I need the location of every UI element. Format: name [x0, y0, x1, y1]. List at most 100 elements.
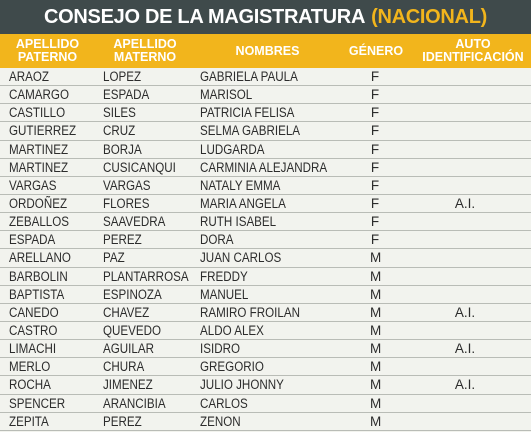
cell-apellido-paterno: CANEDO — [9, 304, 59, 320]
cell-apellido-materno: LOPEZ — [103, 69, 142, 84]
cell-apellido-paterno: ZEPITA — [9, 413, 49, 429]
cell-nombres: MARISOL — [200, 87, 253, 103]
cell-nombres: JUAN CARLOS — [200, 250, 282, 266]
cell-genero: F — [370, 141, 380, 157]
cell-apellido-paterno: VARGAS — [9, 177, 57, 193]
cell-genero: F — [370, 123, 380, 139]
cell-nombres: CARLOS — [200, 395, 248, 411]
cell-apellido-materno: QUEVEDO — [103, 322, 162, 338]
cell-apellido-materno: CRUZ — [103, 123, 136, 139]
cell-nombres: ALDO ALEX — [200, 322, 264, 338]
cell-apellido-materno: CHURA — [103, 359, 145, 375]
cell-apellido-materno: ESPINOZA — [103, 286, 162, 302]
cell-apellido-materno: PAZ — [103, 250, 125, 266]
cell-apellido-paterno: CAMARGO — [9, 87, 69, 103]
table-row: CANEDO CHAVEZ RAMIRO FROILAN M A.I. — [0, 304, 531, 322]
cell-genero: M — [370, 341, 382, 357]
cell-genero: F — [370, 195, 380, 211]
cell-nombres: MANUEL — [200, 286, 249, 302]
table-row: ZEBALLOS SAAVEDRA RUTH ISABEL F — [0, 213, 531, 232]
table-body: ARAOZ LOPEZ GABRIELA PAULA F CAMARGO ESPADA MA… — [0, 68, 531, 431]
cell-apellido-paterno: ARAOZ — [9, 69, 50, 84]
cell-genero: F — [370, 232, 380, 248]
cell-nombres: ZENON — [200, 413, 241, 429]
cell-apellido-materno: PLANTARROSA — [103, 268, 189, 284]
table-row: MARTINEZ CUSICANQUI CARMINIA ALEJANDRA F — [0, 159, 531, 177]
table-row: BAPTISTA ESPINOZA MANUEL M — [0, 286, 531, 304]
cell-apellido-paterno: BARBOLIN — [9, 268, 68, 284]
cell-apellido-paterno: ZEBALLOS — [9, 214, 70, 230]
cell-apellido-paterno: GUTIERREZ — [9, 123, 77, 139]
cell-apellido-materno: CHAVEZ — [103, 304, 150, 320]
table-row: VARGAS VARGAS NATALY EMMA F — [0, 177, 531, 195]
cell-auto-identificacion: A.I. — [454, 304, 476, 320]
cell-genero: F — [370, 177, 380, 193]
cell-apellido-materno: ARANCIBIA — [103, 395, 166, 411]
cell-apellido-paterno: SPENCER — [9, 395, 66, 411]
cell-apellido-paterno: ARELLANO — [9, 250, 71, 266]
table-row: ESPADA PEREZ DORA F — [0, 231, 531, 250]
cell-auto-identificacion: A.I. — [454, 377, 476, 393]
cell-apellido-paterno: MERLO — [9, 359, 51, 375]
cell-nombres: SELMA GABRIELA — [200, 123, 301, 139]
cell-apellido-materno: SILES — [103, 105, 136, 121]
cell-nombres: ISIDRO — [200, 341, 241, 357]
cell-apellido-materno: PEREZ — [103, 413, 142, 429]
table-row: CASTILLO SILES PATRICIA FELISA F — [0, 104, 531, 123]
title-accent: (NACIONAL) — [371, 5, 487, 28]
header-apellido-paterno: APELLIDO PATERNO — [15, 37, 80, 64]
table-row: SPENCER ARANCIBIA CARLOS M — [0, 395, 531, 413]
cell-apellido-paterno: MARTINEZ — [9, 141, 69, 157]
table-row: LIMACHI AGUILAR ISIDRO M A.I. — [0, 340, 531, 359]
cell-nombres: NATALY EMMA — [200, 177, 281, 193]
cell-apellido-materno: PEREZ — [103, 232, 142, 248]
cell-nombres: RUTH ISABEL — [200, 214, 277, 230]
table-row: ORDOÑEZ FLORES MARIA ANGELA F A.I. — [0, 195, 531, 214]
cell-apellido-paterno: MARTINEZ — [9, 159, 69, 175]
cell-nombres: MARIA ANGELA — [200, 195, 286, 211]
cell-apellido-materno: VARGAS — [103, 177, 151, 193]
cell-apellido-materno: JIMENEZ — [103, 377, 153, 393]
cell-apellido-materno: CUSICANQUI — [103, 159, 176, 175]
table-row: MERLO CHURA GREGORIO M — [0, 358, 531, 377]
cell-genero: M — [370, 395, 382, 411]
cell-nombres: DORA — [200, 232, 234, 248]
cell-nombres: PATRICIA FELISA — [200, 105, 295, 121]
cell-apellido-paterno: LIMACHI — [9, 341, 57, 357]
cell-apellido-paterno: ORDOÑEZ — [9, 195, 68, 211]
table-row: ARAOZ LOPEZ GABRIELA PAULA F — [0, 68, 531, 87]
cell-nombres: GREGORIO — [200, 359, 264, 375]
table-row: ARELLANO PAZ JUAN CARLOS M — [0, 249, 531, 268]
cell-auto-identificacion: A.I. — [454, 195, 476, 211]
header-auto-identificacion: AUTO IDENTIFICACIÓN — [422, 37, 524, 64]
cell-apellido-materno: ESPADA — [103, 87, 150, 103]
cell-apellido-paterno: CASTRO — [9, 322, 58, 338]
cell-nombres: CARMINIA ALEJANDRA — [200, 159, 328, 175]
cell-genero: M — [370, 268, 382, 284]
cell-genero: M — [370, 322, 382, 338]
cell-genero: M — [370, 413, 382, 429]
cell-genero: M — [370, 377, 382, 393]
header-apellido-materno: APELLIDO MATERNO — [113, 37, 177, 64]
cell-apellido-materno: FLORES — [103, 195, 150, 211]
cell-genero: M — [370, 250, 382, 266]
table-row: GUTIERREZ CRUZ SELMA GABRIELA F — [0, 122, 531, 141]
cell-nombres: GABRIELA PAULA — [200, 69, 298, 84]
cell-apellido-paterno: BAPTISTA — [9, 286, 65, 302]
header-nombres: NOMBRES — [235, 43, 300, 58]
table-row: ZEPITA PEREZ ZENON M — [0, 413, 531, 431]
title-main: CONSEJO DE LA MAGISTRATURA — [44, 5, 366, 28]
cell-apellido-materno: SAAVEDRA — [103, 214, 166, 230]
cell-genero: F — [370, 69, 380, 84]
table-row: CAMARGO ESPADA MARISOL F — [0, 86, 531, 105]
cell-nombres: RAMIRO FROILAN — [200, 304, 300, 320]
table-title: CONSEJO DE LA MAGISTRATURA (NACIONAL) — [0, 0, 531, 34]
table-row: ROCHA JIMENEZ JULIO JHONNY M A.I. — [0, 376, 531, 395]
cell-genero: M — [370, 359, 382, 375]
cell-apellido-materno: AGUILAR — [103, 341, 154, 357]
cell-genero: M — [370, 304, 382, 320]
cell-genero: F — [370, 105, 380, 121]
cell-apellido-paterno: ESPADA — [9, 232, 56, 248]
cell-genero: M — [370, 286, 382, 302]
table-header: APELLIDO PATERNO APELLIDO MATERNO NOMBRES … — [0, 34, 531, 68]
